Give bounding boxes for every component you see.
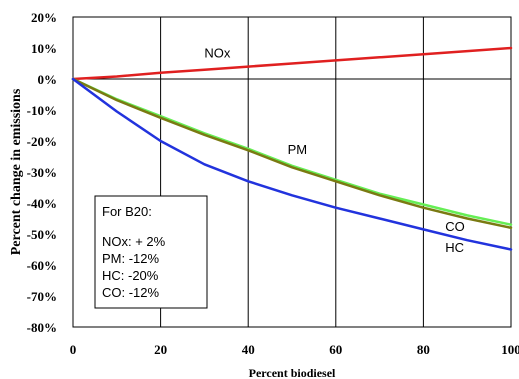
y-tick-labels: 20% 10% 0% -10% -20% -30% -40% -50% -60% -70% -80% bbox=[27, 10, 57, 335]
x-tick-label: 40 bbox=[242, 342, 255, 357]
summary-line-nox: NOx: + 2% bbox=[102, 234, 166, 249]
y-tick-label: -10% bbox=[27, 103, 57, 118]
summary-line-co: CO: -12% bbox=[102, 285, 160, 300]
y-tick-label: 0% bbox=[38, 72, 58, 87]
series-label-nox: NOx bbox=[204, 46, 231, 61]
series-line-co bbox=[71, 77, 513, 230]
y-tick-label: -80% bbox=[27, 320, 57, 335]
y-tick-label: -30% bbox=[27, 165, 57, 180]
series-line-nox bbox=[71, 46, 513, 81]
series-label-co: CO bbox=[445, 219, 465, 234]
x-tick-labels: 0 20 40 60 80 100 bbox=[70, 342, 519, 357]
summary-box-title: For B20: bbox=[102, 204, 152, 219]
series-line-pm bbox=[71, 77, 513, 226]
series-label-hc: HC bbox=[445, 240, 464, 255]
x-axis-title: Percent biodiesel bbox=[249, 366, 336, 379]
summary-box: For B20: NOx: + 2% PM: -12% HC: -20% CO:… bbox=[94, 195, 208, 309]
series-label-pm: PM bbox=[288, 142, 308, 157]
series-lines bbox=[71, 46, 513, 251]
summary-line-pm: PM: -12% bbox=[102, 251, 160, 266]
summary-box-frame bbox=[94, 195, 208, 309]
summary-line-hc: HC: -20% bbox=[102, 268, 159, 283]
series-labels: NOx PM CO HC bbox=[204, 46, 464, 255]
x-tick-label: 60 bbox=[329, 342, 342, 357]
y-tick-label: -70% bbox=[27, 289, 57, 304]
x-tick-label: 0 bbox=[70, 342, 77, 357]
x-tick-label: 80 bbox=[417, 342, 430, 357]
y-tick-label: 20% bbox=[31, 10, 57, 25]
y-tick-label: -50% bbox=[27, 227, 57, 242]
x-tick-label: 20 bbox=[154, 342, 167, 357]
y-tick-label: 10% bbox=[31, 41, 57, 56]
y-tick-label: -20% bbox=[27, 134, 57, 149]
x-tick-label: 100 bbox=[501, 342, 519, 357]
series-line-hc bbox=[71, 77, 513, 251]
y-tick-label: -60% bbox=[27, 258, 57, 273]
y-tick-label: -40% bbox=[27, 196, 57, 211]
y-axis-title: Percent change in emissions bbox=[9, 88, 24, 255]
